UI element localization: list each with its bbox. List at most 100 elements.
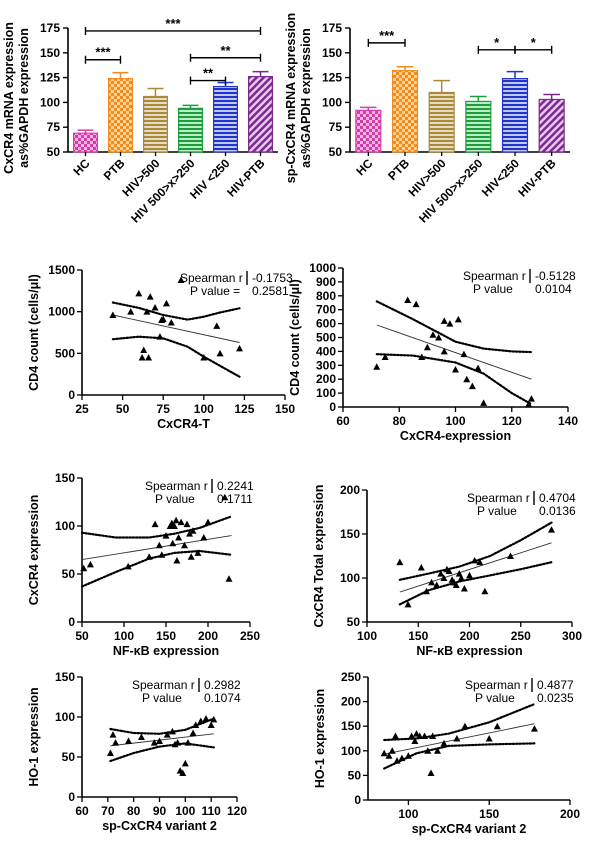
y-tick-label: 150: [341, 719, 361, 733]
regression-line: [112, 314, 240, 343]
data-point: [192, 721, 200, 728]
x-tick-label: 200: [198, 629, 218, 643]
x-tick-label: 90: [153, 804, 167, 818]
y-tick-label: 100: [340, 571, 360, 585]
data-point: [159, 315, 167, 323]
x-tick-label: 100: [445, 414, 465, 428]
x-axis-label: NF-κB expression: [416, 644, 522, 658]
bar-HIV<250: [501, 77, 529, 153]
y-tick-label: 100: [316, 386, 336, 400]
data-point: [480, 399, 488, 406]
stat-r-value: 0.2982: [204, 678, 241, 692]
y-axis-label: sp-CxCR4 mRNA expression: [284, 13, 298, 183]
data-point: [200, 354, 208, 361]
data-point: [437, 570, 445, 577]
bar-PTB: [107, 77, 133, 153]
data-point: [417, 563, 425, 571]
y-axis-label: CD4 count (cells/μl): [288, 279, 302, 396]
scatter-chart-sc6: 0 50 100 150 200 250 100 150 200 sp-CxCR4 variant…: [313, 670, 580, 836]
x-tick-label: 80: [127, 804, 141, 818]
bar-HIV <250: [213, 85, 239, 153]
data-point: [460, 350, 468, 358]
data-point: [452, 365, 459, 373]
x-tick-label: 250: [511, 629, 531, 643]
x-tick-label: 100: [194, 402, 214, 416]
data-point: [177, 276, 185, 283]
data-point: [421, 732, 429, 740]
x-tick-label: 100: [114, 629, 134, 643]
data-point: [408, 732, 416, 740]
bar-chart-barB: 50 75 100 125 150 175 sp-CxCR4 mRNA expression…: [284, 13, 570, 226]
significance-label: *: [531, 35, 537, 50]
data-point: [393, 757, 401, 764]
data-point: [151, 304, 159, 311]
bar-PTB: [391, 70, 419, 153]
confidence-band-upper: [80, 515, 233, 539]
data-point: [170, 522, 178, 529]
y-tick-label: 100: [55, 519, 75, 533]
data-point: [461, 722, 469, 730]
data-point: [213, 322, 221, 329]
data-point: [388, 747, 396, 754]
x-tick-label: 60: [336, 414, 350, 428]
data-point: [179, 769, 187, 776]
data-point: [433, 581, 441, 589]
data-point: [427, 769, 435, 776]
bar-HC: [355, 109, 382, 153]
data-point: [216, 349, 224, 357]
y-tick-label: 150: [55, 670, 75, 684]
data-point: [177, 518, 185, 526]
y-tick-label: 150: [322, 46, 342, 60]
bar-HIV>500: [143, 95, 169, 153]
data-point: [180, 541, 188, 549]
data-point: [412, 300, 420, 308]
y-tick-label: 150: [40, 46, 60, 60]
x-tick-label: 150: [479, 807, 499, 821]
data-point: [200, 534, 208, 541]
data-point: [404, 600, 412, 608]
y-tick-label: 1000: [48, 305, 75, 319]
data-point: [145, 553, 153, 560]
x-tick-label: 150: [408, 629, 428, 643]
data-point: [507, 552, 514, 559]
x-tick-label: 300: [562, 629, 582, 643]
data-point: [440, 317, 448, 324]
y-tick-label: 100: [341, 744, 361, 758]
data-point: [424, 747, 432, 754]
data-point: [194, 549, 202, 556]
data-point: [204, 518, 212, 526]
data-point: [207, 721, 215, 728]
x-tick-label: 50: [75, 629, 89, 643]
data-point: [474, 364, 482, 372]
y-tick-label: 600: [316, 317, 336, 331]
data-point: [468, 382, 476, 390]
data-point: [158, 551, 166, 558]
stat-r-label: Spearman r: [145, 479, 208, 493]
data-point: [398, 754, 406, 762]
y-tick-label: 500: [316, 331, 336, 345]
x-tick-label: 150: [156, 629, 176, 643]
data-point: [373, 363, 381, 370]
stat-p-value: 0.1074: [204, 691, 241, 705]
data-point: [146, 293, 154, 300]
data-point: [162, 299, 170, 307]
confidence-band-upper: [383, 702, 536, 742]
y-tick-label: 0: [354, 793, 361, 807]
x-axis-label: sp-CxCR4 variant 2: [102, 819, 217, 833]
data-point: [189, 527, 197, 534]
bar-HIV>500: [428, 91, 455, 153]
data-point: [106, 749, 114, 756]
regression-line: [384, 723, 535, 755]
data-point: [124, 562, 132, 570]
data-point: [155, 541, 163, 549]
data-point: [429, 331, 437, 338]
y-axis-label: HO-1 expression: [313, 689, 327, 788]
data-point: [429, 732, 437, 740]
stat-r-label: Spearman r: [132, 678, 195, 692]
data-point: [454, 315, 462, 323]
